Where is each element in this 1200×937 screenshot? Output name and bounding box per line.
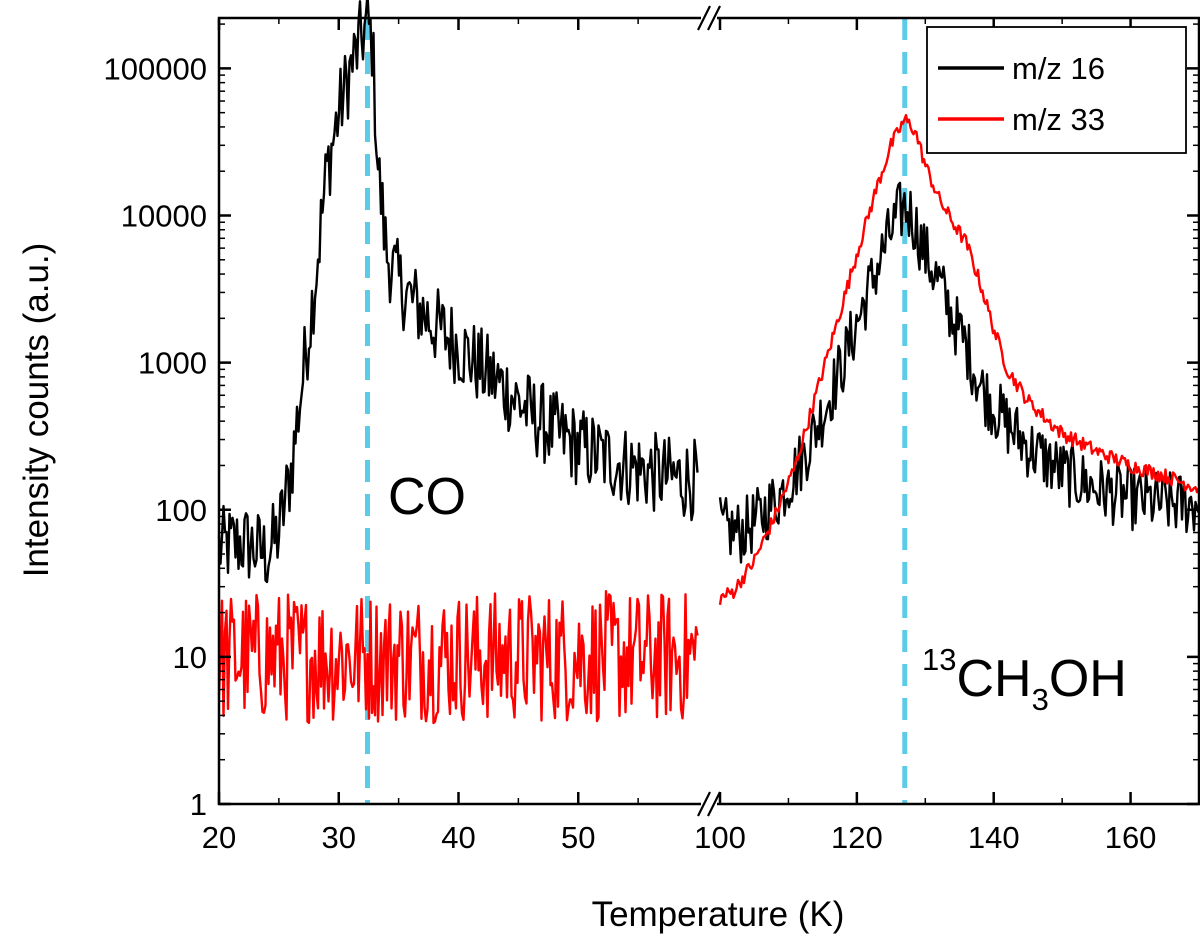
methanol-subscript: 3: [1032, 682, 1049, 717]
annotation-co: CO: [388, 468, 466, 526]
axis-break-slash: [697, 5, 711, 31]
x-tick-label: 50: [561, 820, 595, 855]
annotation-co-label: CO: [388, 468, 466, 526]
legend-label-m-z-33: m/z 33: [1012, 102, 1105, 137]
y-tick-label: 100000: [104, 51, 207, 86]
axis-break-slash: [697, 791, 711, 817]
methanol-ch: CH: [956, 650, 1031, 708]
series-m-z-33-segment-0: [217, 590, 699, 725]
axis-break-marks: [697, 5, 721, 817]
y-tick-label: 1000: [138, 346, 207, 381]
axis-break-gap-1: [701, 14, 717, 22]
x-tick-label: 140: [968, 820, 1020, 855]
x-tick-label: 30: [322, 820, 356, 855]
y-axis-title: Intensity counts (a.u.): [17, 243, 56, 578]
annotation-methanol: 13CH3OH: [922, 642, 1127, 717]
y-axis-ticks: 1 10 100 1000 10000 100000: [104, 23, 1199, 822]
axis-break-slash: [707, 5, 721, 31]
y-tick-label: 1: [190, 787, 207, 822]
legend-box: [926, 26, 1187, 154]
legend-label-m-z-16: m/z 16: [1012, 51, 1105, 86]
x-tick-label: 120: [831, 820, 883, 855]
series-m-z-16-segment-0: [217, 0, 699, 584]
series-layer: [217, 0, 1200, 725]
annotation-methanol-label: 13CH3OH: [922, 642, 1127, 717]
y-tick-label: 10000: [121, 199, 207, 234]
series-m-z-33-segment-1: [718, 113, 1200, 605]
x-tick-label: 100: [694, 820, 746, 855]
x-tick-label: 160: [1105, 820, 1157, 855]
y-tick-label: 10: [173, 640, 207, 675]
methanol-oh: OH: [1049, 650, 1127, 708]
y-tick-label: 100: [155, 493, 207, 528]
series-m-z-16-segment-1: [718, 181, 1200, 564]
legend: m/z 16 m/z 33: [926, 26, 1187, 154]
axis-break-slash: [707, 791, 721, 817]
axis-break-gap-0: [701, 800, 717, 808]
x-axis-title: Temperature (K): [592, 895, 845, 934]
isotope-superscript: 13: [922, 642, 956, 677]
x-axis-ticks: 20 30 40 50 100 120 140 160: [202, 18, 1157, 855]
x-tick-label: 40: [441, 820, 475, 855]
x-tick-label: 20: [202, 820, 236, 855]
